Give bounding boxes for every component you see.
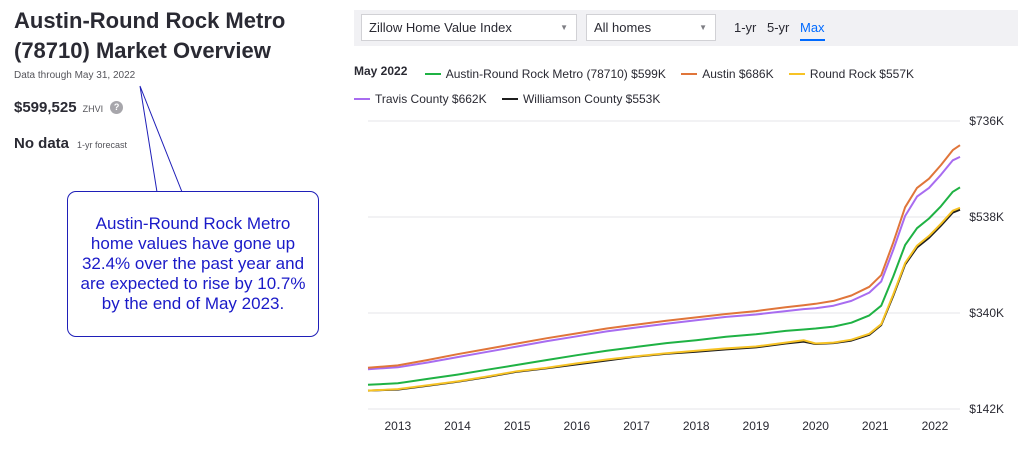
legend-label: Williamson County $553K [522,92,661,106]
legend-swatch [501,98,518,100]
grid-lines [368,120,960,410]
series-line-0 [367,208,961,392]
legend-item-williamson-county[interactable]: Williamson County $553K [501,88,661,110]
chevron-down-icon: ▼ [699,23,707,32]
y-axis-ticks: $736K $538K $340K $142K [969,114,1004,416]
legend-swatch [424,73,441,75]
range-tab-5yr[interactable]: 5-yr [767,20,790,35]
legend-label: Travis County $662K [375,92,487,106]
range-tab-1yr[interactable]: 1-yr [734,20,757,35]
y-tick-label: $340K [969,306,1004,320]
series-line-4 [367,144,961,369]
series-line-3 [367,155,961,371]
x-tick-label: 2016 [564,419,591,433]
x-tick-label: 2020 [802,419,829,433]
x-tick-label: 2015 [504,419,531,433]
legend-swatch [788,73,805,75]
index-select-value: Zillow Home Value Index [369,20,512,35]
x-axis-ticks: 2013 2014 2015 2016 2017 2018 2019 2020 2021 2022 [384,419,948,433]
x-tick-label: 2013 [384,419,411,433]
info-icon[interactable]: ? [110,101,124,114]
y-tick-label: $538K [969,210,1004,224]
zhvi-value: $599,525 [14,99,77,116]
range-tab-max[interactable]: Max [800,14,825,41]
legend-item-travis-county[interactable]: Travis County $662K [354,88,487,110]
index-select[interactable]: Zillow Home Value Index ▼ [361,14,577,41]
series-line-2 [367,186,961,386]
legend-item-metro[interactable]: Austin-Round Rock Metro (78710) $599K [424,63,666,85]
x-tick-label: 2021 [862,419,889,433]
x-tick-label: 2018 [683,419,710,433]
legend-label: Austin-Round Rock Metro (78710) $599K [445,67,666,81]
forecast-value: No data [14,135,70,152]
y-tick-label: $142K [969,402,1004,416]
x-tick-label: 2017 [623,419,650,433]
legend-date: May 2022 [354,64,408,78]
home-type-select[interactable]: All homes ▼ [586,14,716,41]
callout-box: Austin-Round Rock Metro home values have… [67,191,319,337]
forecast-summary: No data 1-yr forecast [14,135,127,152]
x-tick-label: 2022 [922,419,949,433]
x-tick-label: 2019 [743,419,770,433]
legend-item-round-rock[interactable]: Round Rock $557K [788,63,914,85]
legend-swatch [354,98,370,100]
forecast-label: 1-yr forecast [77,140,128,150]
chevron-down-icon: ▼ [560,23,568,32]
x-tick-label: 2014 [444,419,471,433]
series-lines [367,144,961,392]
chart-controls: Zillow Home Value Index ▼ All homes ▼ 1-… [354,10,1018,46]
legend-item-austin[interactable]: Austin $686K [681,63,774,85]
zhvi-label: ZHVI [82,104,104,114]
home-type-select-value: All homes [594,20,652,35]
zhvi-summary: $599,525 ZHVI ? [14,99,124,116]
y-tick-label: $736K [969,114,1004,128]
data-through-date: Data through May 31, 2022 [14,70,136,81]
page-title: Austin-Round Rock Metro (78710) Market O… [14,8,286,63]
callout-text: Austin-Round Rock Metro home values have… [80,214,306,313]
chart-legend: May 2022 Austin-Round Rock Metro (78710)… [354,60,974,110]
series-line-1 [367,206,961,392]
legend-label: Round Rock $557K [809,67,914,81]
legend-swatch [681,73,698,75]
legend-label: Austin $686K [702,67,774,81]
